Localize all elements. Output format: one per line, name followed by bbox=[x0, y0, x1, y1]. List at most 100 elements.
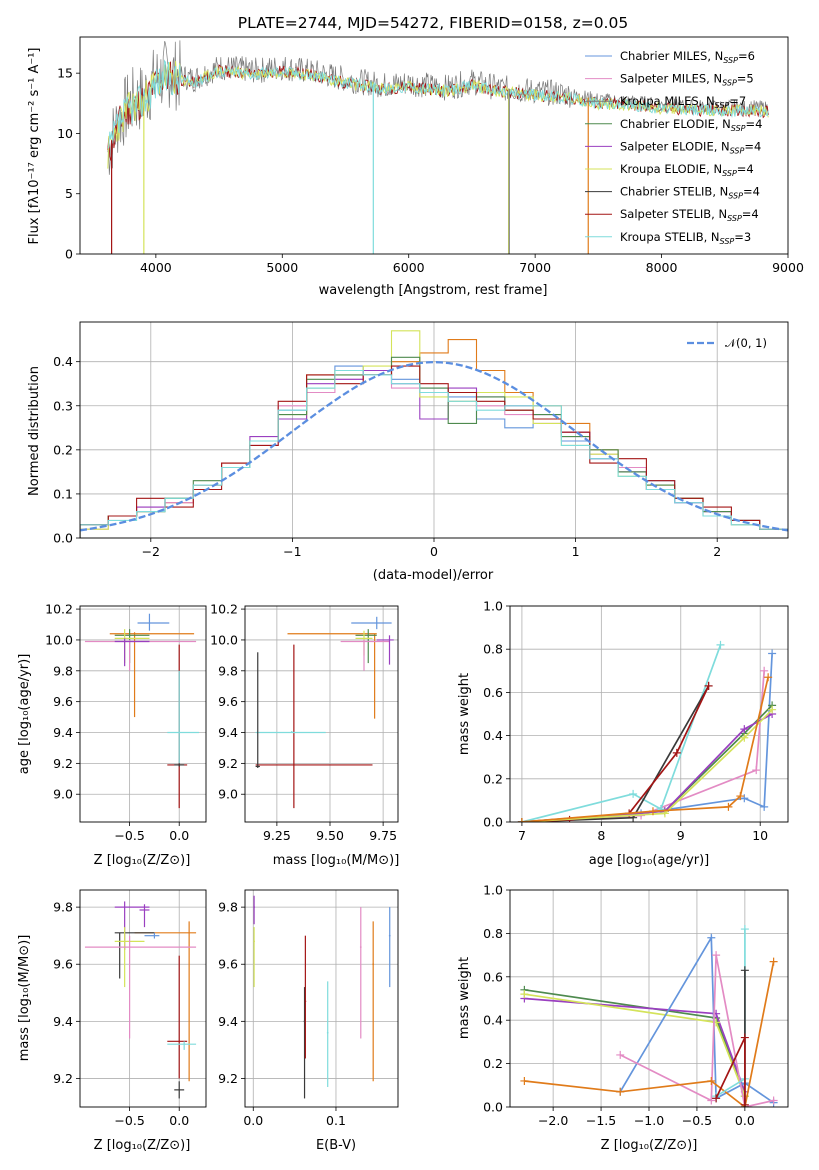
age-vs-mass-ytick-label: 9.0 bbox=[218, 787, 238, 802]
age-vs-mass-xtick-label: 9.25 bbox=[263, 828, 291, 843]
age-vs-mass-plot-area bbox=[255, 616, 394, 809]
mwZ-xlabel: Z [log₁₀(Z/Z⊙)] bbox=[601, 1138, 698, 1153]
residuals-xlabel: (data-model)/error bbox=[373, 568, 494, 583]
age-vs-Z-ytick-label: 9.4 bbox=[53, 725, 73, 740]
mass-vs-EBV-ytick-label: 9.4 bbox=[218, 1014, 238, 1029]
age-vs-mass-panel: 9.25 9.50 9.75 9.0 9.2 9.4 9.6 9.8 10.0 10.2 mass… bbox=[210, 602, 399, 868]
massweight-vs-age-xtick-label: 7 bbox=[518, 828, 526, 843]
spectrum-legend-label: Salpeter STELIB, NSSP=4 bbox=[620, 207, 759, 223]
massweight-line bbox=[521, 709, 773, 822]
age-vs-mass-ytick-label: 9.4 bbox=[218, 725, 238, 740]
age-vs-Z-panel: −0.5 0.0 9.0 9.2 9.4 9.6 9.8 10.0 10.2 Z [log₁₀(… bbox=[17, 602, 207, 868]
spectrum-model-line bbox=[107, 59, 769, 149]
massweight-vs-age-frame bbox=[509, 605, 789, 823]
massweight-marker bbox=[760, 666, 769, 675]
massweight-marker bbox=[740, 1100, 749, 1107]
age-vs-mass-ytick-label: 9.8 bbox=[218, 663, 238, 678]
spectrum-xtick-label: 5000 bbox=[266, 260, 298, 275]
age-vs-Z-ytick-label: 9.0 bbox=[53, 787, 73, 802]
mass-vs-Z-panel: −0.5 0.0 9.2 9.4 9.6 9.8 Z [log₁₀(Z/Z⊙)] mass… bbox=[17, 889, 207, 1153]
massweight-vs-Z-xtick-label: 0.0 bbox=[735, 1113, 755, 1128]
histogram-step-line bbox=[80, 369, 788, 538]
massweight-vs-Z-panel: −2.0 −1.5 −1.0 −0.5 0.0 0.0 0.2 0.4 0.6 0.8 1.0 Z … bbox=[457, 883, 789, 1153]
residuals-xtick-label: 1 bbox=[572, 544, 580, 559]
mwAge-xlabel: age [log₁₀(age/yr)] bbox=[589, 853, 710, 868]
massweight-marker bbox=[740, 966, 749, 975]
massweight-marker bbox=[764, 673, 773, 682]
mass-vs-EBV-plot-area bbox=[253, 895, 391, 1099]
age-vs-Z-ytick-label: 9.6 bbox=[53, 694, 73, 709]
residuals-ytick-label: 0.1 bbox=[53, 486, 73, 501]
spectrum-legend-label: Chabrier MILES, NSSP=6 bbox=[620, 49, 755, 65]
spectrum-legend-label: Chabrier STELIB, NSSP=4 bbox=[620, 185, 760, 201]
mass-vs-EBV-frame bbox=[244, 889, 399, 1108]
residuals-ytick-label: 0.3 bbox=[53, 398, 73, 413]
massweight-marker bbox=[769, 1096, 778, 1105]
mass-vs-Z-ytick-label: 9.6 bbox=[53, 957, 73, 972]
massweight-vs-Z-ytick-label: 0.0 bbox=[483, 1100, 503, 1115]
age-vs-mass-xtick-label: 9.75 bbox=[369, 828, 397, 843]
massZ-ylabel: mass [log₁₀(M/M⊙)] bbox=[17, 935, 32, 1062]
massE-xlabel: E(B-V) bbox=[316, 1138, 356, 1153]
massweight-vs-Z-xtick-label: −2.0 bbox=[538, 1113, 568, 1128]
mass-vs-Z-plot-area bbox=[84, 901, 197, 1099]
spectrum-plot-area bbox=[107, 40, 769, 254]
residuals-xtick-label: 0 bbox=[430, 544, 438, 559]
massweight-line bbox=[521, 704, 773, 822]
massweight-vs-age-plot-area bbox=[517, 640, 777, 822]
massweight-line bbox=[715, 929, 746, 1097]
massweight-vs-Z-xtick-label: −1.0 bbox=[634, 1113, 664, 1128]
age-vs-Z-ytick-label: 9.8 bbox=[53, 663, 73, 678]
age-vs-mass-ytick-label: 10.2 bbox=[210, 602, 238, 617]
massweight-marker bbox=[520, 990, 529, 999]
age-vs-Z-frame bbox=[79, 605, 207, 823]
age-vs-mass-ytick-label: 9.2 bbox=[218, 756, 238, 771]
spectrum-ytick-label: 5 bbox=[65, 186, 73, 201]
massweight-line bbox=[521, 653, 773, 822]
residuals-plot-area bbox=[80, 330, 788, 538]
mass-vs-Z-xtick-label: −0.5 bbox=[114, 1113, 144, 1128]
massZ-xlabel: Z [log₁₀(Z/Z⊙)] bbox=[94, 1138, 191, 1153]
mass-vs-Z-xtick-label: 0.0 bbox=[169, 1113, 189, 1128]
residuals-xtick-label: −1 bbox=[283, 544, 301, 559]
ageZ-xlabel: Z [log₁₀(Z/Z⊙)] bbox=[94, 853, 191, 868]
massweight-marker bbox=[740, 733, 749, 742]
massweight-vs-Z-xtick-label: −1.5 bbox=[586, 1113, 616, 1128]
massweight-marker bbox=[629, 789, 638, 798]
massweight-marker bbox=[648, 807, 657, 816]
gaussian-legend-label: 𝒩(0, 1) bbox=[725, 336, 767, 350]
massweight-marker bbox=[707, 1076, 716, 1085]
massweight-marker bbox=[740, 1033, 749, 1042]
massweight-vs-age-ytick-label: 0.4 bbox=[483, 728, 503, 743]
spectrum-legend-label: Salpeter ELODIE, NSSP=4 bbox=[620, 139, 761, 155]
massweight-line bbox=[521, 713, 773, 822]
gaussian-curve bbox=[80, 360, 788, 532]
ageZ-ylabel: age [log₁₀(age/yr)] bbox=[17, 654, 32, 775]
mwAge-ylabel: mass weight bbox=[457, 673, 472, 755]
massweight-vs-age-ytick-label: 1.0 bbox=[483, 599, 503, 614]
spectrum-legend-label: Kroupa MILES, NSSP=7 bbox=[620, 94, 746, 110]
residuals-ytick-label: 0.4 bbox=[53, 354, 73, 369]
residuals-panel: −2 −1 0 1 2 0.0 0.1 0.2 0.3 0.4 (data-model)/erro… bbox=[27, 321, 789, 583]
massweight-vs-Z-frame bbox=[509, 889, 789, 1108]
residuals-xtick-label: 2 bbox=[713, 544, 721, 559]
massweight-marker bbox=[712, 1094, 721, 1103]
massweight-marker bbox=[616, 1087, 625, 1096]
mass-vs-EBV-xtick-label: 0.0 bbox=[243, 1113, 263, 1128]
spectrum-xtick-label: 7000 bbox=[519, 260, 551, 275]
massweight-vs-age-ytick-label: 0.6 bbox=[483, 685, 503, 700]
massweight-marker bbox=[724, 802, 733, 811]
spectrum-panel: 4000 5000 6000 7000 8000 9000 0 5 10 15 wavelengt… bbox=[27, 36, 804, 298]
massweight-marker bbox=[760, 802, 769, 811]
spectrum-legend-label: Kroupa STELIB, NSSP=3 bbox=[620, 230, 751, 246]
age-vs-mass-ytick-label: 9.6 bbox=[218, 694, 238, 709]
massweight-marker bbox=[768, 649, 777, 658]
age-vs-mass-ytick-label: 10.0 bbox=[210, 632, 238, 647]
massweight-marker bbox=[672, 748, 681, 757]
spectrum-xtick-label: 6000 bbox=[393, 260, 425, 275]
mass-vs-Z-frame bbox=[79, 889, 207, 1108]
massweight-marker bbox=[740, 925, 749, 934]
massweight-line bbox=[521, 644, 722, 822]
mass-vs-Z-ytick-label: 9.8 bbox=[53, 900, 73, 915]
spectrum-frame bbox=[79, 36, 789, 255]
